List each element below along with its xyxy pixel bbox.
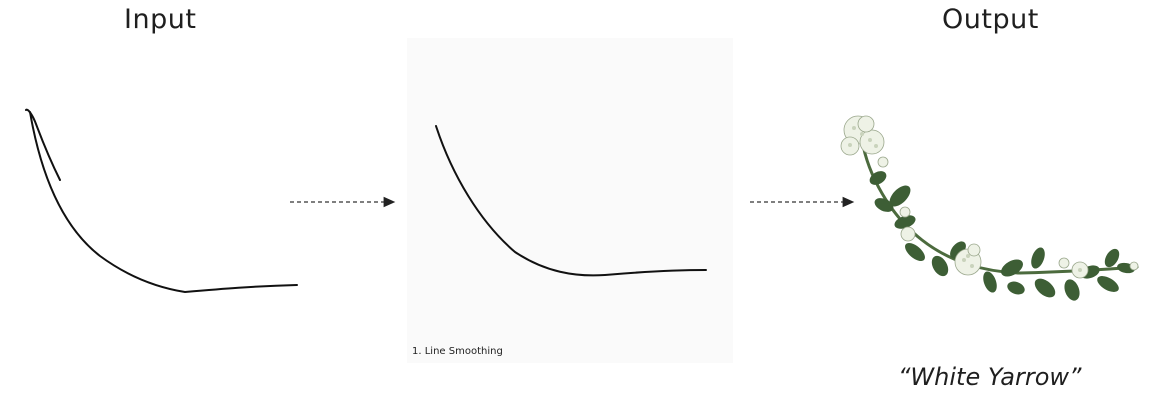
- yarrow-illustration: [840, 115, 1139, 301]
- result-label: “White Yarrow”: [898, 363, 1082, 391]
- input-heading: Input: [124, 4, 197, 35]
- smoothed-stroke: [435, 125, 707, 277]
- output-heading: Output: [942, 4, 1039, 35]
- step-caption: 1. Line Smoothing: [412, 346, 503, 357]
- yarrow-stem: [860, 138, 1139, 275]
- yarrow-flowers: [840, 115, 1139, 279]
- raw-input-stroke: [25, 108, 298, 294]
- smoothing-panel: 1. Line Smoothing: [407, 38, 733, 363]
- yarrow-flower-texture: [848, 126, 1082, 272]
- yarrow-leaves: [869, 171, 1135, 301]
